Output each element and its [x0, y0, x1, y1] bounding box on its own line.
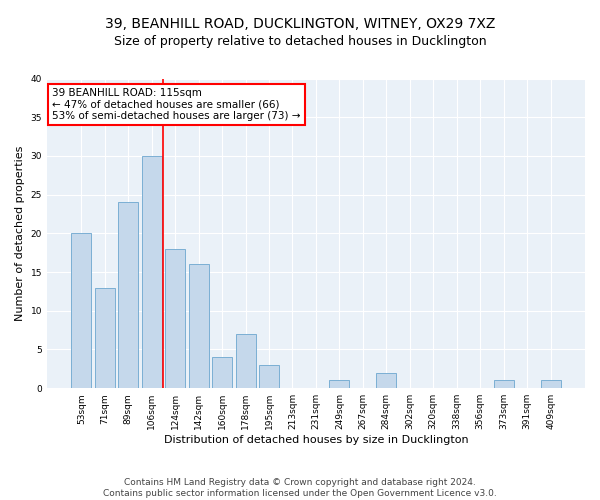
Bar [376, 372, 397, 388]
Text: Size of property relative to detached houses in Ducklington: Size of property relative to detached ho… [113, 35, 487, 48]
Bar [259, 365, 279, 388]
Bar [71, 234, 91, 388]
Bar [236, 334, 256, 388]
Bar [541, 380, 560, 388]
X-axis label: Distribution of detached houses by size in Ducklington: Distribution of detached houses by size … [164, 435, 468, 445]
Y-axis label: Number of detached properties: Number of detached properties [15, 146, 25, 321]
Bar [188, 264, 209, 388]
Bar [142, 156, 162, 388]
Bar [494, 380, 514, 388]
Bar [212, 357, 232, 388]
Text: 39 BEANHILL ROAD: 115sqm
← 47% of detached houses are smaller (66)
53% of semi-d: 39 BEANHILL ROAD: 115sqm ← 47% of detach… [52, 88, 301, 121]
Bar [118, 202, 138, 388]
Text: Contains HM Land Registry data © Crown copyright and database right 2024.
Contai: Contains HM Land Registry data © Crown c… [103, 478, 497, 498]
Bar [95, 288, 115, 388]
Bar [165, 249, 185, 388]
Text: 39, BEANHILL ROAD, DUCKLINGTON, WITNEY, OX29 7XZ: 39, BEANHILL ROAD, DUCKLINGTON, WITNEY, … [105, 18, 495, 32]
Bar [329, 380, 349, 388]
